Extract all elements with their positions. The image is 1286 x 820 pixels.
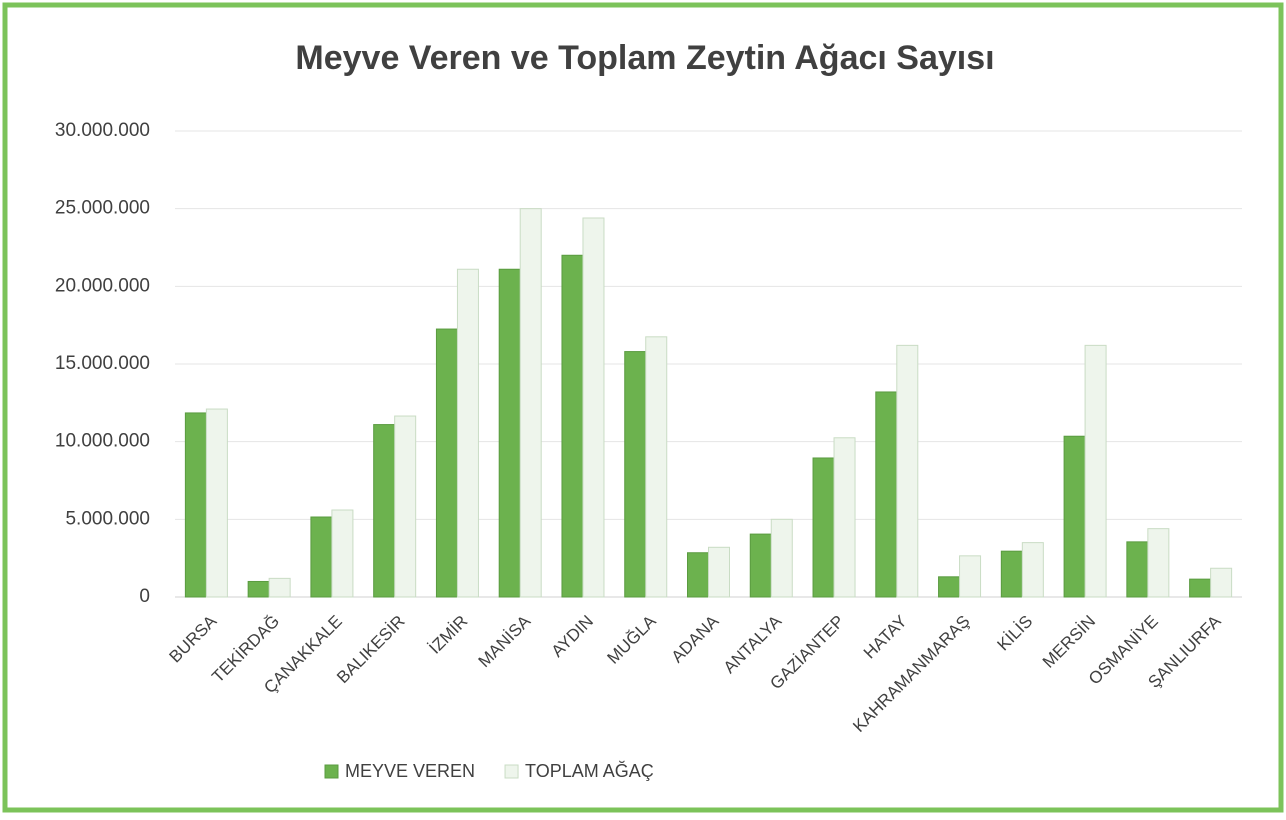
y-tick-label: 10.000.000 xyxy=(55,431,150,452)
bar xyxy=(394,415,417,598)
bar xyxy=(938,576,961,598)
legend-swatch xyxy=(324,764,339,779)
y-tick-label: 30.000.000 xyxy=(55,120,150,141)
bar xyxy=(205,408,228,598)
bar xyxy=(268,577,291,598)
y-tick-label: 0 xyxy=(139,586,150,607)
bar xyxy=(1000,550,1023,598)
bar xyxy=(1126,541,1149,598)
legend-swatch xyxy=(504,764,519,779)
bar xyxy=(1189,578,1212,598)
bar xyxy=(875,391,898,598)
chart-title: Meyve Veren ve Toplam Zeytin Ağacı Sayıs… xyxy=(295,39,994,77)
bar xyxy=(1063,435,1086,598)
bar xyxy=(582,217,605,598)
bar xyxy=(498,268,521,598)
bar xyxy=(833,437,856,598)
bar xyxy=(435,328,458,598)
bar xyxy=(1147,528,1170,598)
bar xyxy=(519,208,542,598)
bar xyxy=(1084,344,1107,598)
bar xyxy=(770,518,793,598)
legend-label: MEYVE VEREN xyxy=(345,761,475,781)
bar xyxy=(184,412,207,598)
bar xyxy=(1210,567,1233,598)
bar xyxy=(896,344,919,598)
bar xyxy=(247,580,270,598)
bar xyxy=(812,457,835,598)
bar xyxy=(624,351,647,598)
bar xyxy=(310,516,333,598)
bar xyxy=(749,533,772,598)
bar xyxy=(456,268,479,598)
legend-label: TOPLAM AĞAÇ xyxy=(525,760,654,781)
bar xyxy=(561,254,584,598)
y-tick-label: 5.000.000 xyxy=(65,508,150,529)
bar xyxy=(331,509,354,598)
bar xyxy=(687,552,709,598)
bar xyxy=(959,555,982,598)
y-tick-label: 25.000.000 xyxy=(55,198,150,219)
bar xyxy=(645,336,668,598)
y-tick-label: 15.000.000 xyxy=(55,353,150,374)
bar xyxy=(373,424,396,598)
bar xyxy=(708,546,730,598)
bar xyxy=(1021,542,1044,598)
y-tick-label: 20.000.000 xyxy=(55,275,150,296)
